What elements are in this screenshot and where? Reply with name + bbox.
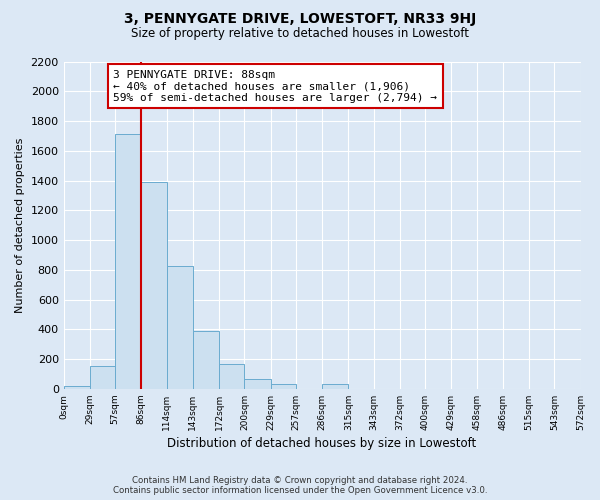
Y-axis label: Number of detached properties: Number of detached properties xyxy=(15,138,25,313)
Bar xyxy=(271,384,296,389)
Bar xyxy=(219,364,244,389)
Text: 3 PENNYGATE DRIVE: 88sqm
← 40% of detached houses are smaller (1,906)
59% of sem: 3 PENNYGATE DRIVE: 88sqm ← 40% of detach… xyxy=(113,70,437,103)
Bar xyxy=(167,266,193,389)
Bar xyxy=(244,379,271,389)
Bar xyxy=(90,366,115,389)
X-axis label: Distribution of detached houses by size in Lowestoft: Distribution of detached houses by size … xyxy=(167,437,477,450)
Bar xyxy=(142,182,167,389)
Bar xyxy=(322,384,348,389)
Bar xyxy=(64,386,90,389)
Text: Size of property relative to detached houses in Lowestoft: Size of property relative to detached ho… xyxy=(131,28,469,40)
Bar xyxy=(115,134,142,389)
Text: 3, PENNYGATE DRIVE, LOWESTOFT, NR33 9HJ: 3, PENNYGATE DRIVE, LOWESTOFT, NR33 9HJ xyxy=(124,12,476,26)
Bar xyxy=(193,331,219,389)
Text: Contains HM Land Registry data © Crown copyright and database right 2024.
Contai: Contains HM Land Registry data © Crown c… xyxy=(113,476,487,495)
